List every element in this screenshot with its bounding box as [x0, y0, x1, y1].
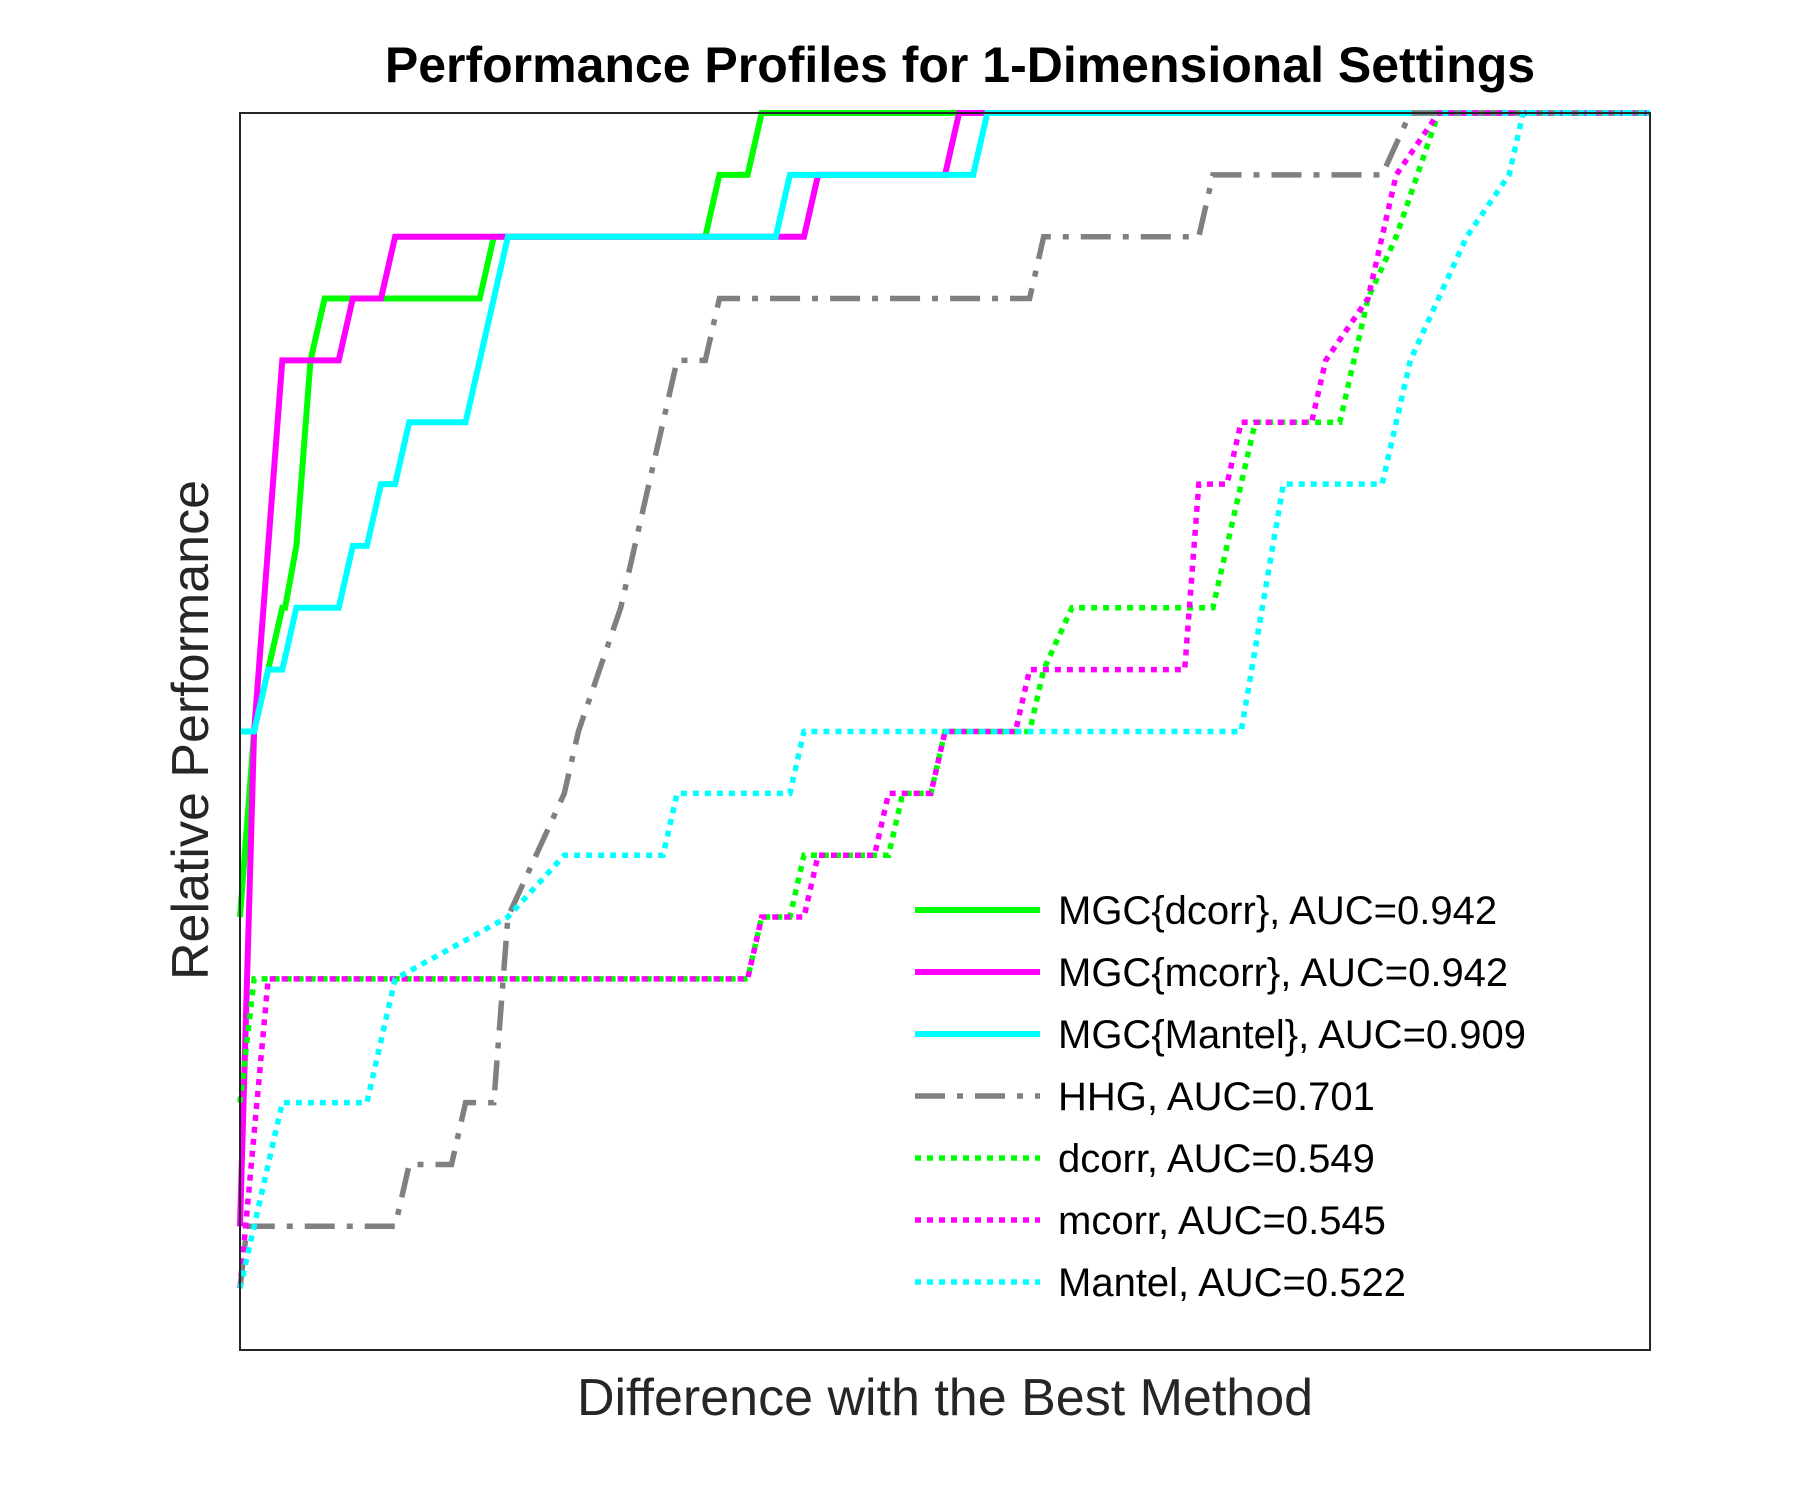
series-line-2 — [237, 110, 1650, 1227]
legend-label-6: mcorr, AUC=0.545 — [1058, 1199, 1386, 1243]
legend-label-3: MGC{Mantel}, AUC=0.909 — [1058, 1013, 1526, 1057]
legend-label-4: HHG, AUC=0.701 — [1058, 1075, 1375, 1119]
series-line-6 — [237, 110, 1650, 1289]
series-line-4 — [237, 110, 1650, 1289]
x-axis-label: Difference with the Best Method — [577, 1369, 1313, 1427]
legend-label-7: Mantel, AUC=0.522 — [1058, 1261, 1406, 1305]
legend-label-5: dcorr, AUC=0.549 — [1058, 1137, 1375, 1181]
chart-title: Performance Profiles for 1-Dimensional S… — [385, 37, 1535, 93]
series-layer — [237, 110, 1650, 1289]
y-axis-label: Relative Performance — [162, 480, 220, 980]
legend: MGC{dcorr}, AUC=0.942 MGC{mcorr}, AUC=0.9… — [915, 889, 1526, 1305]
series-line-5 — [237, 110, 1650, 1103]
legend-label-2: MGC{mcorr}, AUC=0.942 — [1058, 951, 1508, 995]
series-line-3 — [240, 110, 1650, 735]
plot-area-frame — [239, 112, 1651, 1351]
legend-label-1: MGC{dcorr}, AUC=0.942 — [1058, 889, 1497, 933]
